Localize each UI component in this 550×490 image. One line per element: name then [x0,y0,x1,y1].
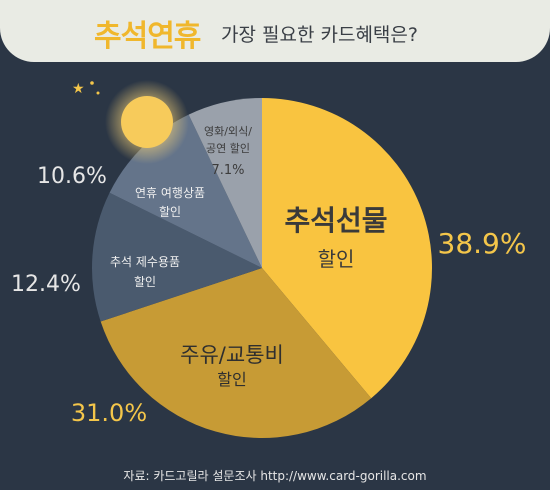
moon-icon [105,80,189,164]
slice-label-fuel: 주유/교통비 [180,343,284,367]
slice-sublabel-ritual: 할인 [134,275,156,289]
slice-label-travel: 연휴 여행상품 [135,185,205,200]
star-decoration: ★ [72,81,100,97]
pie-slice-gift [262,98,432,399]
svg-text:★: ★ [72,81,85,97]
slice-label-culture: 영화/외식/ [204,125,252,138]
pie-slice-culture [188,98,262,268]
slice-label-ritual: 추석 제수용품 [110,255,180,269]
slice-label-gift: 추석선물 [284,204,387,237]
pie-slice-fuel [100,268,372,438]
title-bar: 추석연휴 가장 필요한 카드혜택은? [0,0,550,62]
title-highlight: 추석연휴 [94,19,201,54]
slice-value-fuel: 31.0% [71,399,147,427]
title-text: 가장 필요한 카드혜택은? [221,24,418,46]
slice-sublabel-fuel: 할인 [217,370,246,389]
slice-value-ritual: 12.4% [11,272,81,297]
slice-value-travel: 10.6% [37,164,107,189]
slice-sublabel-culture: 공연 할인 [206,142,250,155]
source-note: 자료: 카드고릴라 설문조사 http://www.card-gorilla.c… [123,469,427,483]
slice-sublabel-travel: 할인 [159,205,181,219]
slice-value-culture: 7.1% [211,163,244,178]
pie-slice-ritual [91,192,262,322]
slice-value-gift: 38.9% [438,227,527,260]
slice-sublabel-gift: 할인 [318,247,355,271]
